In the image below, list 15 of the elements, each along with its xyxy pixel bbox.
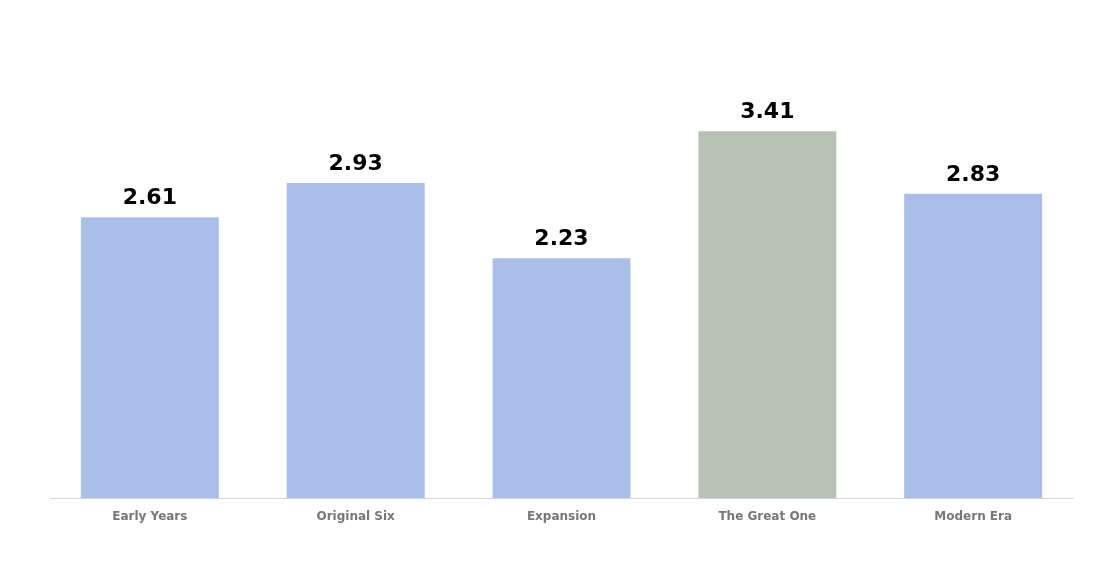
data-label: 2.83 — [946, 160, 1001, 186]
bar — [80, 217, 219, 498]
x-tick-label: Modern Era — [934, 508, 1013, 523]
bar — [904, 193, 1043, 498]
data-label: 2.93 — [328, 149, 383, 175]
data-label: 2.23 — [534, 225, 589, 251]
x-tick-label: Original Six — [316, 508, 396, 523]
data-label: 2.61 — [122, 184, 177, 210]
bar — [492, 258, 631, 498]
x-tick-label: Early Years — [112, 508, 188, 523]
x-tick-label: Expansion — [526, 508, 597, 523]
bar — [698, 131, 837, 498]
bar — [286, 182, 425, 498]
x-tick-label: The Great One — [718, 508, 817, 523]
data-label: 3.41 — [740, 98, 795, 124]
